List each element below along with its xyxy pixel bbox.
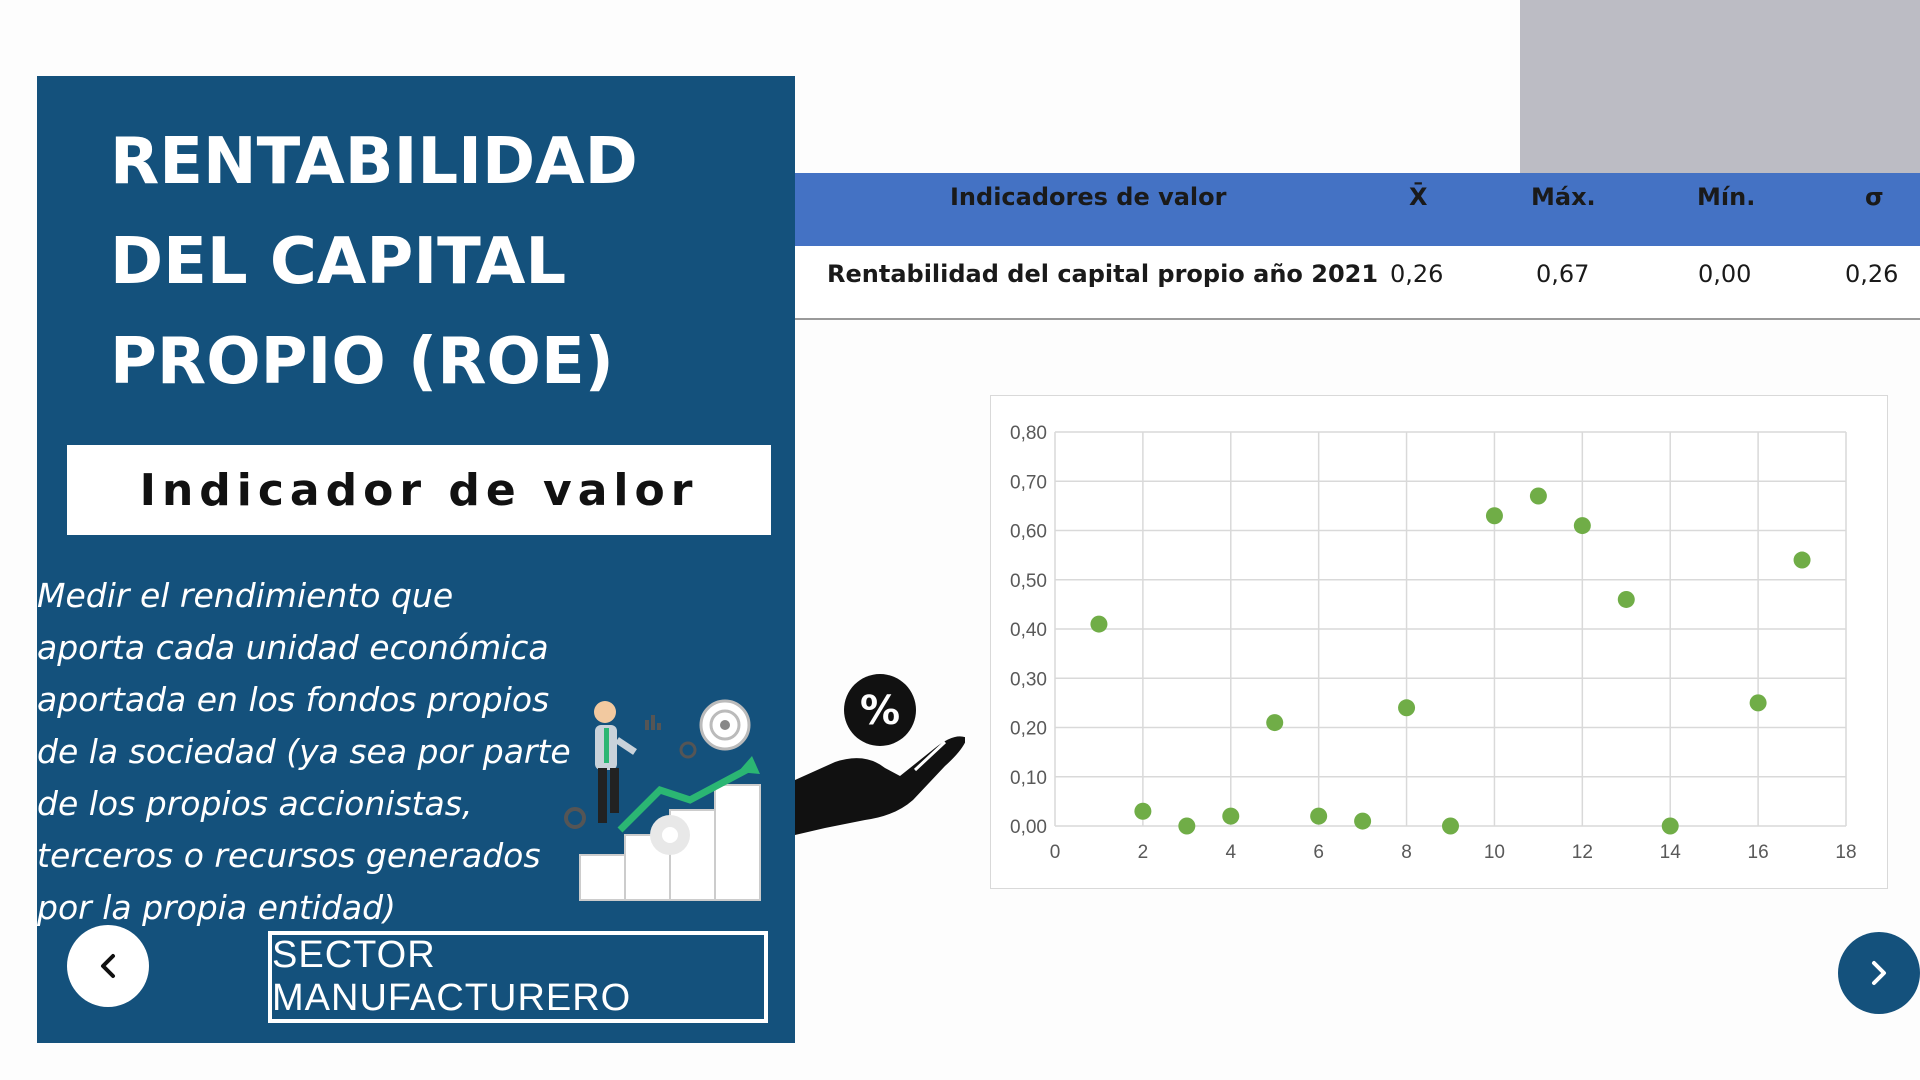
table-row: Rentabilidad del capital propio año 2021…	[795, 246, 1920, 320]
y-tick-label: 0,30	[1010, 669, 1047, 690]
description-line: Medir el rendimiento que	[37, 576, 454, 615]
data-point	[1573, 517, 1591, 535]
previous-button[interactable]	[67, 925, 149, 1007]
sector-label: SECTOR MANUFACTURERO	[272, 934, 632, 1019]
data-point	[1442, 817, 1459, 835]
title-line: RENTABILIDAD	[110, 125, 638, 199]
sector-button[interactable]: SECTOR MANUFACTURERO	[268, 931, 768, 1023]
data-point	[1749, 694, 1767, 712]
y-tick-label: 0,40	[1010, 620, 1047, 641]
svg-text:%: %	[860, 688, 900, 734]
row-label: Rentabilidad del capital propio año 2021	[827, 260, 1379, 288]
data-point	[1090, 615, 1108, 633]
x-tick-label: 16	[1748, 842, 1769, 863]
indicator-label: Indicador de valor	[139, 464, 699, 516]
percent-hand-icon: %	[795, 674, 965, 835]
cell-sd: 0,26	[1845, 260, 1899, 288]
chart-svg: 0 2 4 6 8 10 12 14 16 18 0,00 0,10 0,20 0,30 0,40 0,50 0…	[1010, 423, 1857, 863]
data-point	[1793, 551, 1811, 569]
x-tick-label: 2	[1138, 842, 1149, 863]
cell-mean: 0,26	[1390, 260, 1444, 288]
y-tick-label: 0,00	[1010, 817, 1047, 838]
chevron-left-icon	[101, 954, 115, 978]
data-point	[1617, 590, 1635, 608]
x-tick-label: 10	[1484, 842, 1505, 863]
indicator-label-box: Indicador de valor	[67, 445, 771, 535]
x-tick-label: 6	[1313, 842, 1324, 863]
description-line: de la sociedad (ya sea por parte	[37, 732, 571, 771]
header-mean: X̄	[1409, 183, 1428, 211]
data-point	[1485, 507, 1503, 525]
description-line: aportada en los fondos propios	[37, 680, 550, 719]
y-tick-label: 0,10	[1010, 768, 1047, 789]
data-point	[1178, 817, 1196, 835]
corner-block	[1520, 0, 1920, 175]
header-indicator: Indicadores de valor	[950, 183, 1227, 211]
data-point	[1529, 487, 1547, 505]
y-tick-label: 0,60	[1010, 522, 1047, 543]
x-tick-label: 0	[1050, 842, 1061, 863]
header-max: Máx.	[1531, 183, 1596, 211]
data-point	[1222, 807, 1240, 825]
next-button[interactable]	[1838, 932, 1920, 1014]
title-line: DEL CAPITAL	[110, 225, 567, 299]
description-line: por la propia entidad)	[37, 888, 396, 927]
x-tick-label: 18	[1835, 842, 1856, 863]
x-tick-label: 12	[1572, 842, 1593, 863]
chevron-right-icon	[1872, 961, 1886, 985]
data-point	[1354, 812, 1372, 830]
table-header: Indicadores de valor X̄ Máx. Mín. σ	[795, 173, 1920, 246]
x-tick-label: 14	[1660, 842, 1682, 863]
y-tick-label: 0,80	[1010, 423, 1047, 444]
title-line: PROPIO (ROE)	[110, 325, 614, 399]
x-tick-label: 4	[1225, 842, 1236, 863]
description-line: de los propios accionistas,	[37, 784, 473, 823]
x-tick-label: 8	[1401, 842, 1412, 863]
data-point	[1266, 714, 1284, 732]
description: Medir el rendimiento que aporta cada uni…	[37, 570, 597, 934]
header-sd: σ	[1865, 183, 1884, 211]
cell-min: 0,00	[1698, 260, 1752, 288]
roe-scatter-chart: 0 2 4 6 8 10 12 14 16 18 0,00 0,10 0,20 0,30 0,40 0,50 0…	[990, 395, 1888, 889]
data-point	[1661, 817, 1679, 835]
description-line: aporta cada unidad económica	[37, 628, 549, 667]
page-title: RENTABILIDAD DEL CAPITAL PROPIO (ROE)	[110, 112, 790, 412]
y-tick-label: 0,20	[1010, 719, 1047, 740]
cell-max: 0,67	[1536, 260, 1590, 288]
data-point	[1398, 699, 1416, 717]
y-tick-label: 0,50	[1010, 571, 1047, 592]
header-min: Mín.	[1697, 183, 1756, 211]
description-line: terceros o recursos generados	[37, 836, 541, 875]
y-tick-label: 0,70	[1010, 472, 1047, 493]
business-growth-illustration	[564, 699, 761, 901]
data-point	[1310, 807, 1328, 825]
indicators-table: Indicadores de valor X̄ Máx. Mín. σ Rent…	[795, 173, 1920, 320]
data-point	[1134, 802, 1152, 820]
